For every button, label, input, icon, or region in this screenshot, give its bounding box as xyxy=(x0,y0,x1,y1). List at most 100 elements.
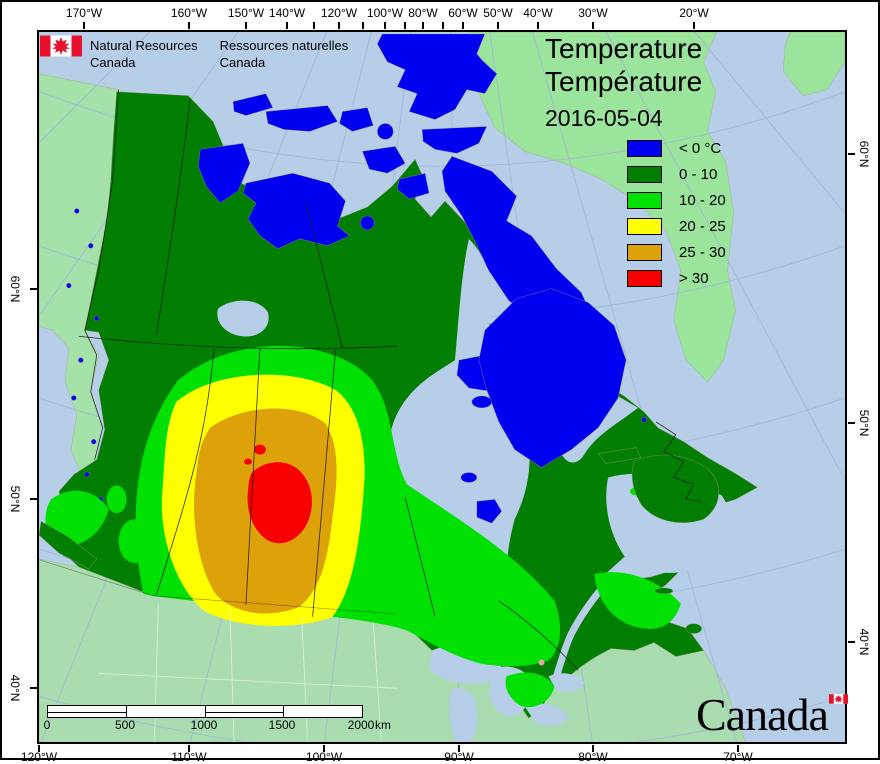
legend-row: 0 - 10 xyxy=(627,161,726,187)
data-artifact-dot xyxy=(538,659,545,666)
lon-label-top: 170°W xyxy=(65,6,103,20)
atlantic-islands xyxy=(39,447,719,634)
lon-label-bottom: 100°W xyxy=(305,750,343,764)
southern-ontario xyxy=(505,672,555,708)
saskatchewan-manitoba-border xyxy=(312,350,336,617)
alaska-panhandle-border xyxy=(84,330,104,460)
tick xyxy=(592,745,594,752)
logo-en-line2: Canada xyxy=(90,55,136,70)
tick xyxy=(338,22,340,29)
northern-quebec-cold xyxy=(478,288,627,468)
bc-coast xyxy=(45,490,109,546)
legend-label: < 0 °C xyxy=(679,139,722,157)
tick xyxy=(693,22,695,29)
lake-erie xyxy=(524,703,569,727)
sixtieth-parallel-border xyxy=(78,335,398,350)
lat-label-left: 40°N xyxy=(8,674,22,702)
map-title-fr: Température xyxy=(545,66,703,97)
legend-label: 25 - 30 xyxy=(679,243,726,261)
scale-label-1000: 1000 xyxy=(190,718,218,732)
hudson-bay-ice-2 xyxy=(460,472,478,483)
natural-resources-canada-logo: Natural Resources Canada Ressources natu… xyxy=(40,35,370,71)
tick xyxy=(83,22,85,29)
scale-label-1500: 1500 xyxy=(268,718,296,732)
legend-row: > 30 xyxy=(627,265,726,291)
logo-en-line1: Natural Resources xyxy=(90,38,198,53)
legend-row: 20 - 25 xyxy=(627,213,726,239)
lon-label-top: 20°W xyxy=(679,6,709,20)
lon-label-top: 160°W xyxy=(170,6,208,20)
tick xyxy=(737,745,739,752)
scale-label-0: 0 xyxy=(43,718,51,732)
legend-label: 0 - 10 xyxy=(679,165,718,183)
lon-label-top: 60°W xyxy=(448,6,478,20)
greenland xyxy=(469,32,736,383)
ontario-quebec-border xyxy=(498,600,579,671)
lon-label-top: 150°W xyxy=(227,6,265,20)
lon-label-bottom: 90°W xyxy=(444,750,474,764)
tick xyxy=(384,22,386,29)
lat-label-right: 40°N xyxy=(857,628,871,656)
legend-swatch-25-30 xyxy=(627,243,662,261)
king-william-island xyxy=(360,215,375,231)
tick xyxy=(497,22,499,29)
melville-island xyxy=(265,105,338,132)
tick xyxy=(38,745,40,752)
yukon-nwt-border xyxy=(156,99,191,335)
legend-row: 25 - 30 xyxy=(627,239,726,265)
somerset-island xyxy=(396,172,430,200)
hudson-bay-ice xyxy=(476,499,503,524)
tick xyxy=(848,641,855,643)
tick xyxy=(848,153,855,155)
legend-swatch-below-0 xyxy=(627,139,662,157)
bathurst-island xyxy=(339,107,374,132)
devon-island xyxy=(421,126,488,154)
logo-fr-line1: Ressources naturelles xyxy=(219,38,349,53)
wordmark-flag-icon xyxy=(829,694,848,704)
legend-label: > 30 xyxy=(679,269,709,287)
prince-edward-island xyxy=(654,587,674,595)
tick xyxy=(30,498,37,500)
anticosti-island xyxy=(597,447,642,464)
canada-temperature-map xyxy=(39,32,845,742)
southern-quebec xyxy=(594,572,681,629)
lat-label-left: 60°N xyxy=(8,275,22,303)
bc-interior xyxy=(118,519,151,564)
tick xyxy=(592,22,594,29)
map-canvas xyxy=(37,30,847,744)
bc-alberta-border xyxy=(156,348,215,595)
lake-michigan xyxy=(449,687,478,742)
lake-ontario xyxy=(548,673,585,693)
tick xyxy=(188,745,190,752)
tick xyxy=(462,22,464,29)
tick xyxy=(404,22,406,29)
lon-label-bottom: 80°W xyxy=(578,750,608,764)
tick xyxy=(245,22,247,29)
above-thirty-zone xyxy=(243,444,312,544)
lon-label-top: 40°W xyxy=(523,6,553,20)
alaska-yukon-border xyxy=(84,89,120,331)
prince-patrick-island xyxy=(232,93,274,116)
great-bear-lake xyxy=(217,300,269,337)
lon-label-top: 80°W xyxy=(408,6,438,20)
cornwallis-island xyxy=(377,123,394,140)
tick xyxy=(30,687,37,689)
map-title-block: Temperature Température 2016-05-04 xyxy=(545,32,702,132)
quebec-labrador-border xyxy=(655,421,701,502)
below-zero-zone xyxy=(66,33,647,524)
scale-bar xyxy=(47,705,363,718)
victoria-island xyxy=(242,172,351,250)
political-boundaries xyxy=(78,89,701,671)
tick xyxy=(442,22,444,29)
legend-swatch-0-10 xyxy=(627,165,662,183)
lon-label-top: 30°W xyxy=(578,6,608,20)
legend-label: 20 - 25 xyxy=(679,217,726,235)
lat-label-right: 50°N xyxy=(857,409,871,437)
nwt-nunavut-border xyxy=(305,200,343,349)
legend-swatch-10-20 xyxy=(627,191,662,209)
canada-wordmark: Canada xyxy=(696,689,829,740)
lat-label-left: 50°N xyxy=(8,485,22,513)
tick xyxy=(286,22,288,29)
tick xyxy=(362,22,364,29)
lon-label-bottom: 110°W xyxy=(171,750,207,764)
